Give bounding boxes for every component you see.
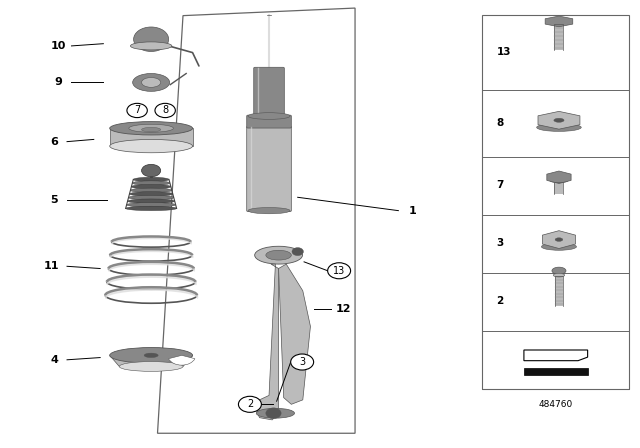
Ellipse shape bbox=[554, 118, 564, 122]
Ellipse shape bbox=[553, 273, 564, 277]
FancyBboxPatch shape bbox=[253, 67, 284, 118]
Text: 13: 13 bbox=[497, 47, 511, 57]
Text: 7: 7 bbox=[497, 180, 504, 190]
Bar bbox=[483, 15, 629, 389]
Ellipse shape bbox=[131, 42, 172, 50]
Text: 11: 11 bbox=[44, 261, 59, 271]
Circle shape bbox=[266, 408, 281, 418]
Ellipse shape bbox=[132, 181, 170, 185]
Circle shape bbox=[328, 263, 351, 279]
Circle shape bbox=[239, 396, 261, 412]
Ellipse shape bbox=[109, 139, 193, 153]
Ellipse shape bbox=[127, 199, 175, 203]
Ellipse shape bbox=[131, 188, 172, 193]
Ellipse shape bbox=[552, 267, 566, 274]
Text: 3: 3 bbox=[497, 238, 504, 248]
Text: 10: 10 bbox=[51, 41, 67, 51]
Polygon shape bbox=[538, 112, 580, 129]
Ellipse shape bbox=[248, 207, 290, 214]
Text: 3: 3 bbox=[299, 357, 305, 367]
Text: 1: 1 bbox=[408, 206, 416, 215]
Ellipse shape bbox=[550, 179, 568, 183]
Bar bbox=[109, 128, 193, 146]
Ellipse shape bbox=[125, 206, 177, 211]
Ellipse shape bbox=[131, 185, 171, 189]
Ellipse shape bbox=[141, 78, 161, 87]
Polygon shape bbox=[547, 171, 571, 184]
Text: 8: 8 bbox=[497, 118, 504, 128]
Circle shape bbox=[292, 248, 303, 256]
Bar bbox=[524, 368, 588, 375]
Circle shape bbox=[155, 103, 175, 117]
Text: 2: 2 bbox=[497, 296, 504, 306]
Ellipse shape bbox=[119, 362, 183, 371]
Polygon shape bbox=[543, 231, 575, 249]
Text: 8: 8 bbox=[162, 105, 168, 116]
Ellipse shape bbox=[129, 195, 173, 200]
Ellipse shape bbox=[109, 348, 193, 363]
Ellipse shape bbox=[256, 408, 294, 418]
Polygon shape bbox=[254, 264, 278, 420]
Ellipse shape bbox=[541, 243, 577, 250]
Circle shape bbox=[127, 103, 147, 117]
FancyBboxPatch shape bbox=[246, 126, 291, 211]
Text: 484760: 484760 bbox=[539, 400, 573, 409]
Ellipse shape bbox=[141, 164, 161, 177]
Wedge shape bbox=[168, 355, 195, 365]
Text: 12: 12 bbox=[336, 304, 351, 314]
Text: 13: 13 bbox=[333, 266, 345, 276]
Ellipse shape bbox=[132, 73, 170, 91]
Ellipse shape bbox=[134, 27, 169, 52]
Ellipse shape bbox=[255, 246, 303, 264]
Ellipse shape bbox=[133, 177, 169, 182]
Ellipse shape bbox=[109, 121, 193, 135]
Text: 4: 4 bbox=[51, 355, 58, 365]
Text: 5: 5 bbox=[51, 194, 58, 205]
Text: 2: 2 bbox=[247, 399, 253, 409]
Ellipse shape bbox=[127, 202, 175, 207]
Polygon shape bbox=[278, 264, 310, 404]
Ellipse shape bbox=[555, 238, 563, 241]
Text: 9: 9 bbox=[55, 77, 63, 86]
Ellipse shape bbox=[129, 124, 173, 132]
Circle shape bbox=[291, 354, 314, 370]
Polygon shape bbox=[545, 16, 573, 27]
Text: 6: 6 bbox=[51, 137, 58, 146]
Ellipse shape bbox=[129, 192, 173, 196]
Ellipse shape bbox=[144, 353, 158, 358]
FancyBboxPatch shape bbox=[246, 115, 291, 128]
Ellipse shape bbox=[537, 123, 581, 131]
Polygon shape bbox=[109, 355, 193, 366]
Ellipse shape bbox=[266, 250, 291, 260]
Polygon shape bbox=[524, 350, 588, 361]
Ellipse shape bbox=[248, 113, 290, 119]
Ellipse shape bbox=[141, 127, 161, 132]
Text: 7: 7 bbox=[134, 105, 140, 116]
